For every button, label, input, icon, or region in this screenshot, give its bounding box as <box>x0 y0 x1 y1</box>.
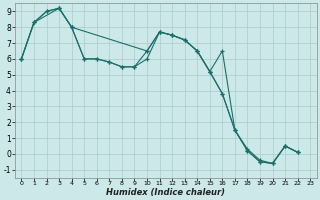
X-axis label: Humidex (Indice chaleur): Humidex (Indice chaleur) <box>106 188 225 197</box>
